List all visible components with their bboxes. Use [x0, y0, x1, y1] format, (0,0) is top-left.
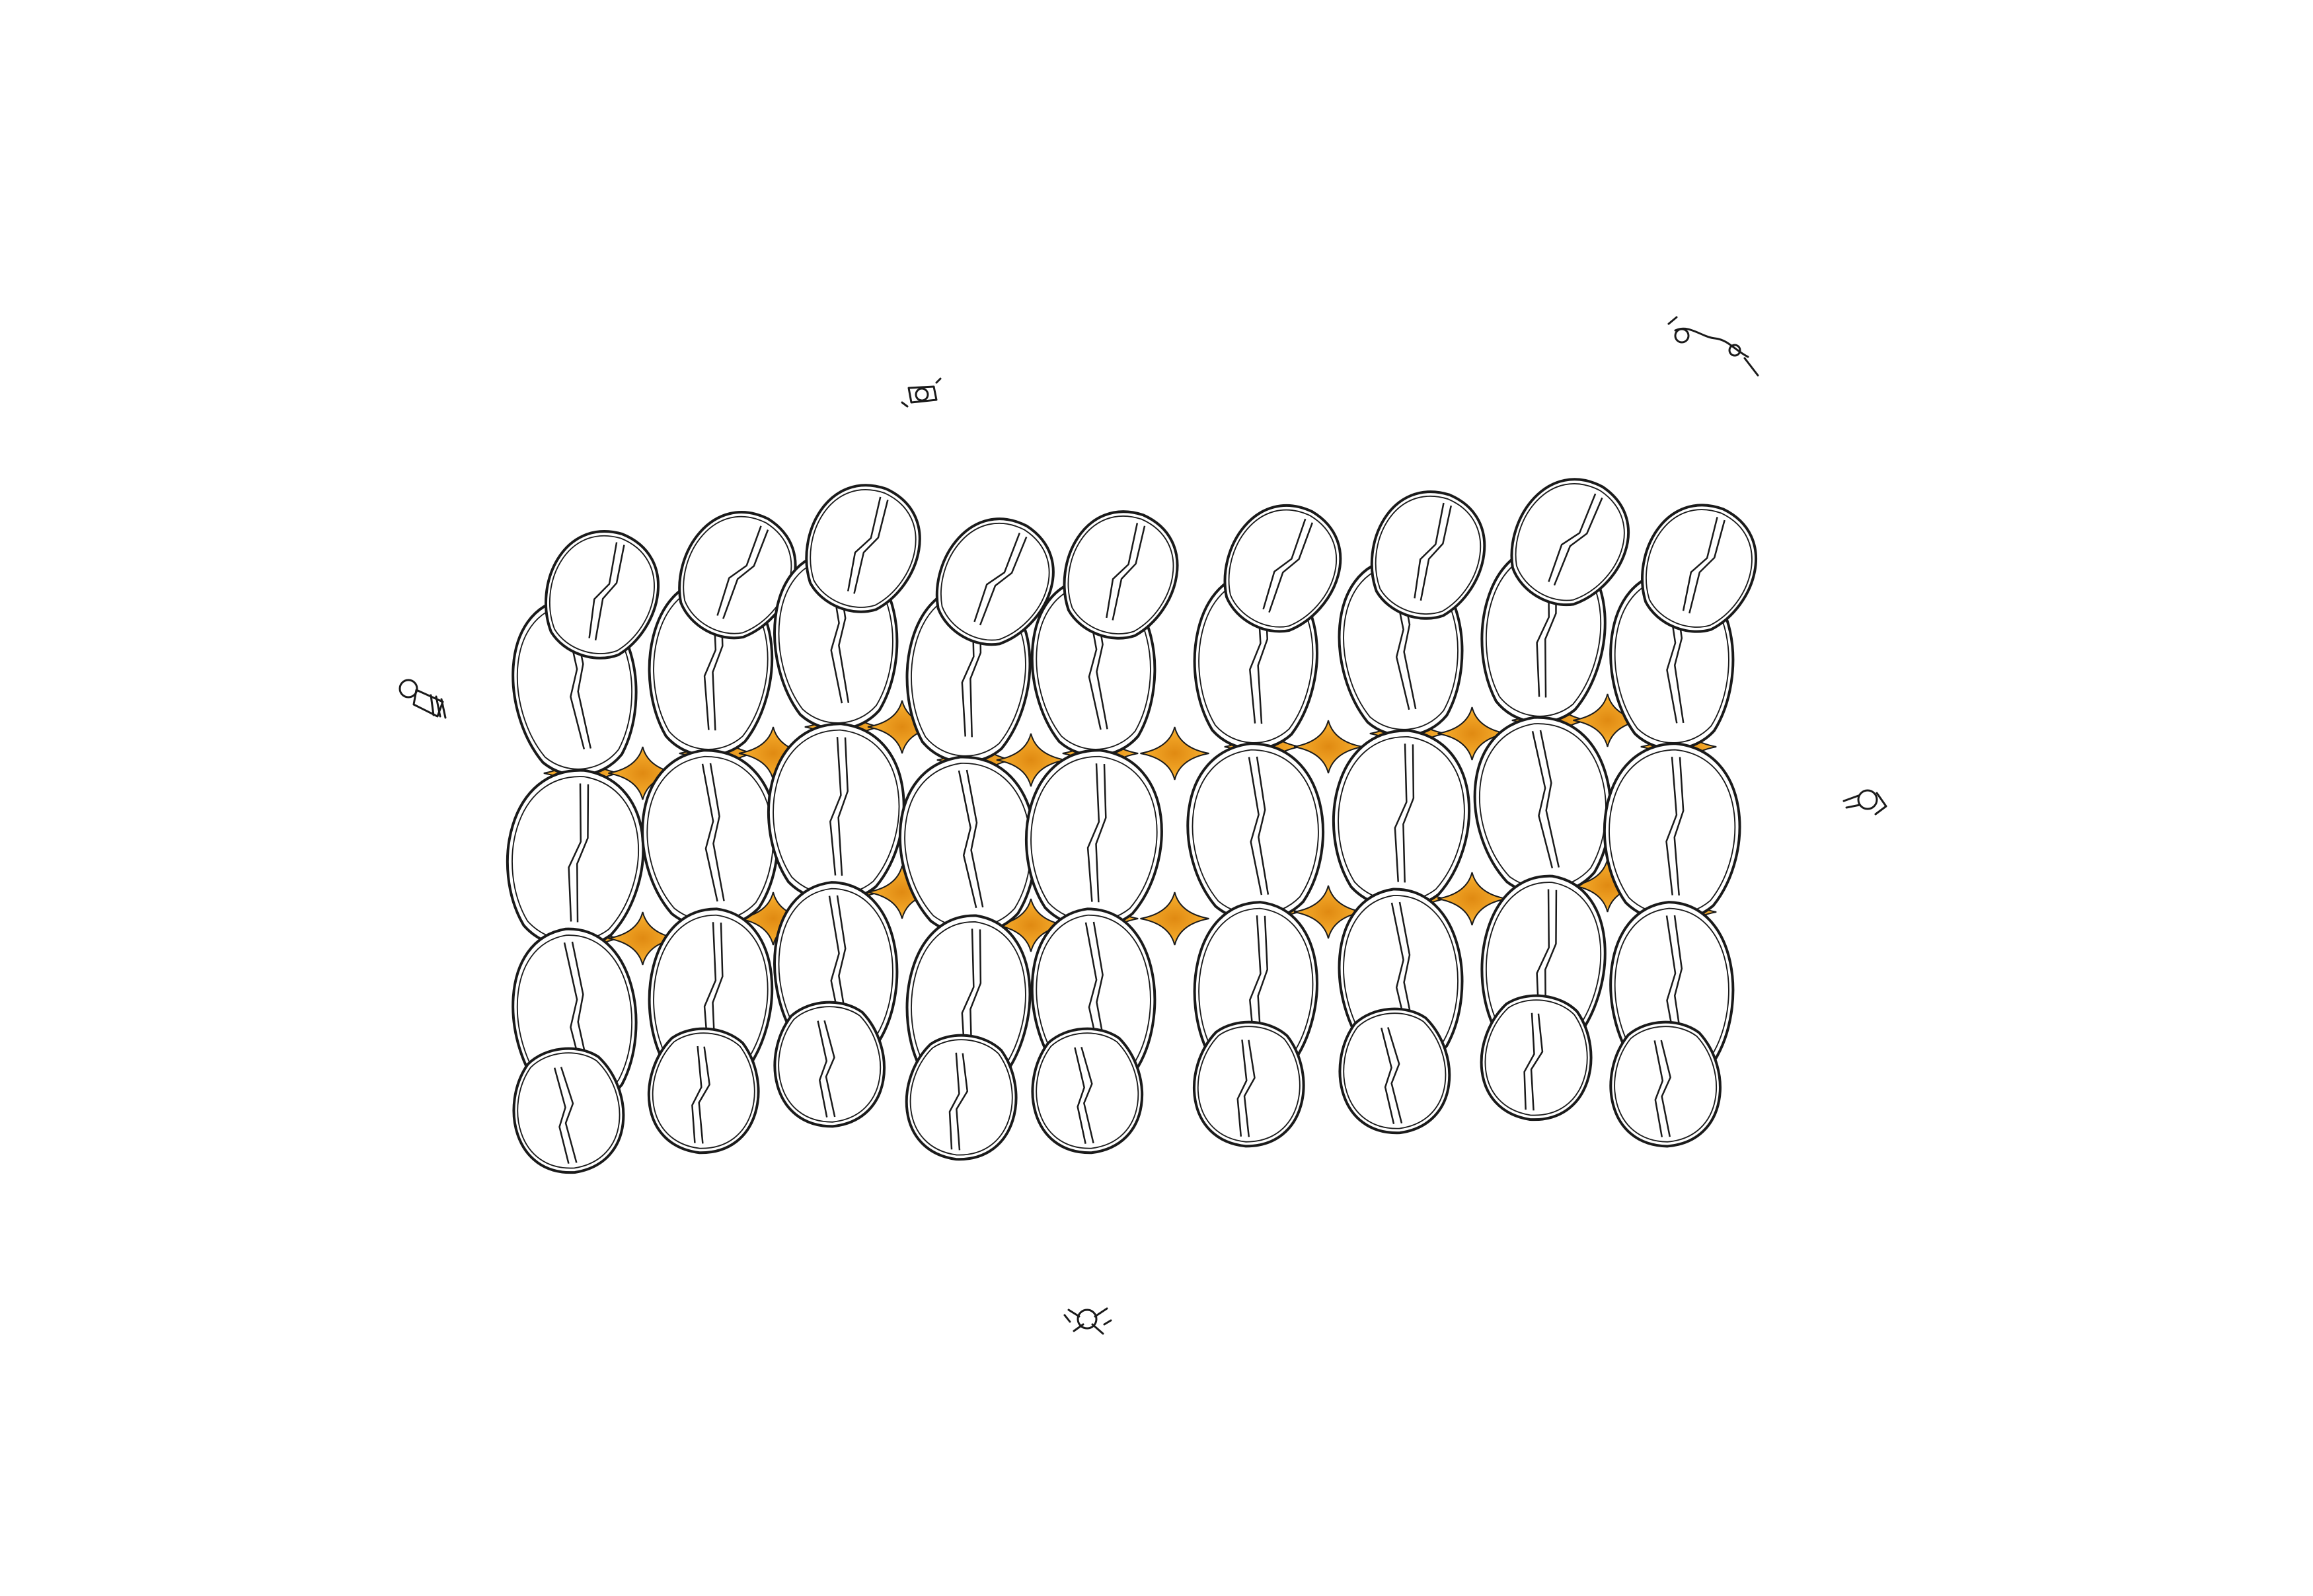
joint [996, 733, 1066, 787]
joint [1293, 885, 1363, 939]
petal-module [1603, 742, 1741, 923]
scale-figure-bottom [1063, 1307, 1112, 1335]
petal-module [512, 1047, 625, 1174]
petal-module [805, 484, 921, 613]
scale-figure-top-center [901, 377, 942, 408]
petal-module [1480, 994, 1593, 1121]
petal-module [1063, 510, 1179, 640]
petal-module [1332, 729, 1471, 909]
petal-module [1641, 504, 1758, 633]
petal-module [1031, 1027, 1144, 1155]
petal-group [506, 478, 1758, 1174]
petal-module [1609, 1020, 1722, 1148]
petal-module [898, 755, 1037, 936]
petal-module [1192, 1020, 1305, 1148]
petal-module [936, 517, 1055, 646]
petal-module [1338, 1007, 1451, 1135]
petal-module [641, 749, 780, 929]
petal-module [545, 530, 660, 660]
joint [1140, 726, 1209, 780]
joint [1140, 892, 1209, 946]
petal-module [1510, 478, 1630, 607]
joint [1437, 706, 1507, 761]
joint [1293, 720, 1363, 774]
scale-figure-top-right [1667, 316, 1759, 377]
petal-module [1473, 716, 1612, 896]
petal-module [1223, 504, 1342, 633]
petal-module [647, 1027, 760, 1155]
petal-module [506, 769, 645, 949]
petal-module [905, 1034, 1018, 1161]
joint [1437, 872, 1507, 926]
scale-figure-left [398, 679, 447, 719]
joint [608, 746, 677, 800]
joint [608, 911, 677, 966]
petal-module [1370, 490, 1486, 620]
scale-figure-right [1842, 789, 1887, 816]
petal-module [1186, 742, 1325, 923]
petal-module [773, 1001, 886, 1128]
petal-module [1024, 749, 1163, 929]
